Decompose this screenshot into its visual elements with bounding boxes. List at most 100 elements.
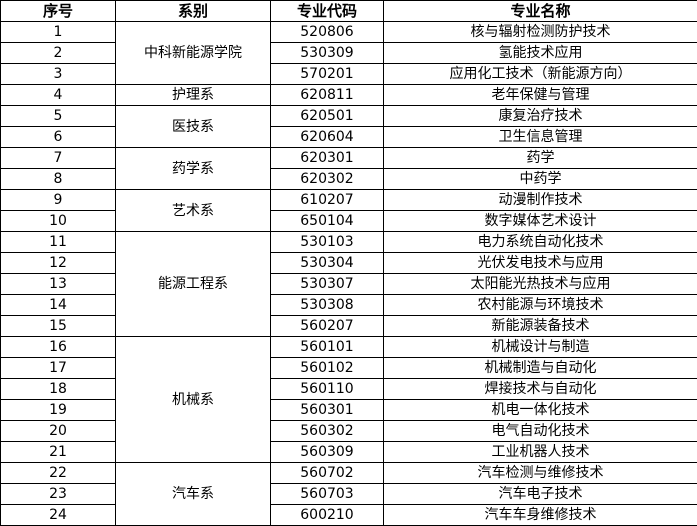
- table-row: 6 620604 卫生信息管理: [0, 126, 697, 148]
- major-name: 卫生信息管理: [383, 126, 697, 148]
- table-row: 10 650104 数字媒体艺术设计: [0, 210, 697, 232]
- major-name: 氢能技术应用: [383, 42, 697, 64]
- major-name: 太阳能光热技术与应用: [383, 273, 697, 295]
- row-number: 19: [0, 399, 116, 421]
- row-number: 17: [0, 357, 116, 379]
- table-row: 3 570201 应用化工技术（新能源方向）: [0, 63, 697, 85]
- table-row: 17 560102 机械制造与自动化: [0, 357, 697, 379]
- table-row: 7 药学系 620301 药学: [0, 147, 697, 190]
- table-row: 16 机械系 560101 机械设计与制造: [0, 336, 697, 463]
- major-name: 机械制造与自动化: [383, 357, 697, 379]
- header-department: 系别: [115, 0, 271, 22]
- row-number: 2: [0, 42, 116, 64]
- major-name: 电力系统自动化技术: [383, 231, 697, 253]
- table-row: 4 护理系 620811 老年保健与管理: [0, 84, 697, 106]
- major-code: 620302: [270, 168, 384, 190]
- major-code: 610207: [270, 189, 384, 211]
- table-row: 20 560302 电气自动化技术: [0, 420, 697, 442]
- header-code: 专业代码: [270, 0, 384, 22]
- major-name: 康复治疗技术: [383, 105, 697, 127]
- major-name: 动漫制作技术: [383, 189, 697, 211]
- major-code: 530103: [270, 231, 384, 253]
- major-name: 中药学: [383, 168, 697, 190]
- table-row: 11 能源工程系 530103 电力系统自动化技术: [0, 231, 697, 337]
- major-code: 560101: [270, 336, 384, 358]
- major-name: 老年保健与管理: [383, 84, 697, 106]
- major-name: 汽车车身维修技术: [383, 504, 697, 526]
- table-row: 2 530309 氢能技术应用: [0, 42, 697, 64]
- major-name: 光伏发电技术与应用: [383, 252, 697, 274]
- row-number: 12: [0, 252, 116, 274]
- table-row: 13 530307 太阳能光热技术与应用: [0, 273, 697, 295]
- major-name: 数字媒体艺术设计: [383, 210, 697, 232]
- row-number: 21: [0, 441, 116, 463]
- row-number: 18: [0, 378, 116, 400]
- table-row: 14 530308 农村能源与环境技术: [0, 294, 697, 316]
- row-number: 9: [0, 189, 116, 211]
- table-row: 8 620302 中药学: [0, 168, 697, 190]
- header-no: 序号: [0, 0, 116, 22]
- table-row: 9 艺术系 610207 动漫制作技术: [0, 189, 697, 232]
- major-code: 530307: [270, 273, 384, 295]
- table-row: 24 600210 汽车车身维修技术: [0, 504, 697, 526]
- table-row: 22 汽车系 560702 汽车检测与维修技术: [0, 462, 697, 526]
- row-number: 23: [0, 483, 116, 505]
- major-name: 核与辐射检测防护技术: [383, 21, 697, 43]
- major-code: 560102: [270, 357, 384, 379]
- row-number: 22: [0, 462, 116, 484]
- major-code: 570201: [270, 63, 384, 85]
- major-name: 电气自动化技术: [383, 420, 697, 442]
- major-code: 560703: [270, 483, 384, 505]
- row-number: 10: [0, 210, 116, 232]
- department-cell: 艺术系: [115, 189, 271, 232]
- department-cell: 机械系: [115, 336, 271, 463]
- department-cell: 汽车系: [115, 462, 271, 526]
- major-name: 工业机器人技术: [383, 441, 697, 463]
- table-row: 21 560309 工业机器人技术: [0, 441, 697, 463]
- department-cell: 能源工程系: [115, 231, 271, 337]
- table-row: 5 医技系 620501 康复治疗技术: [0, 105, 697, 148]
- table-row: 23 560703 汽车电子技术: [0, 483, 697, 505]
- row-number: 4: [0, 84, 116, 106]
- major-name: 焊接技术与自动化: [383, 378, 697, 400]
- table-row: 12 530304 光伏发电技术与应用: [0, 252, 697, 274]
- department-cell: 护理系: [115, 84, 271, 106]
- major-code: 530304: [270, 252, 384, 274]
- major-code: 620501: [270, 105, 384, 127]
- major-code: 560302: [270, 420, 384, 442]
- major-name: 药学: [383, 147, 697, 169]
- major-name: 农村能源与环境技术: [383, 294, 697, 316]
- row-number: 11: [0, 231, 116, 253]
- table-row: 15 560207 新能源装备技术: [0, 315, 697, 337]
- major-code: 560702: [270, 462, 384, 484]
- major-name: 新能源装备技术: [383, 315, 697, 337]
- major-code: 560301: [270, 399, 384, 421]
- major-code: 560207: [270, 315, 384, 337]
- row-number: 15: [0, 315, 116, 337]
- major-name: 汽车电子技术: [383, 483, 697, 505]
- row-number: 6: [0, 126, 116, 148]
- row-number: 5: [0, 105, 116, 127]
- major-name: 应用化工技术（新能源方向）: [383, 63, 697, 85]
- department-cell: 医技系: [115, 105, 271, 148]
- major-code: 530309: [270, 42, 384, 64]
- header-row: 序号 系别 专业代码 专业名称: [0, 0, 697, 22]
- row-number: 8: [0, 168, 116, 190]
- major-name: 机电一体化技术: [383, 399, 697, 421]
- header-major: 专业名称: [383, 0, 697, 22]
- major-code: 620301: [270, 147, 384, 169]
- row-number: 20: [0, 420, 116, 442]
- department-cell: 药学系: [115, 147, 271, 190]
- major-name: 汽车检测与维修技术: [383, 462, 697, 484]
- row-number: 13: [0, 273, 116, 295]
- table-row: 19 560301 机电一体化技术: [0, 399, 697, 421]
- major-code: 620811: [270, 84, 384, 106]
- major-code: 620604: [270, 126, 384, 148]
- row-number: 14: [0, 294, 116, 316]
- major-code: 520806: [270, 21, 384, 43]
- major-code: 560309: [270, 441, 384, 463]
- major-code: 560110: [270, 378, 384, 400]
- row-number: 1: [0, 21, 116, 43]
- department-cell: 中科新能源学院: [115, 21, 271, 85]
